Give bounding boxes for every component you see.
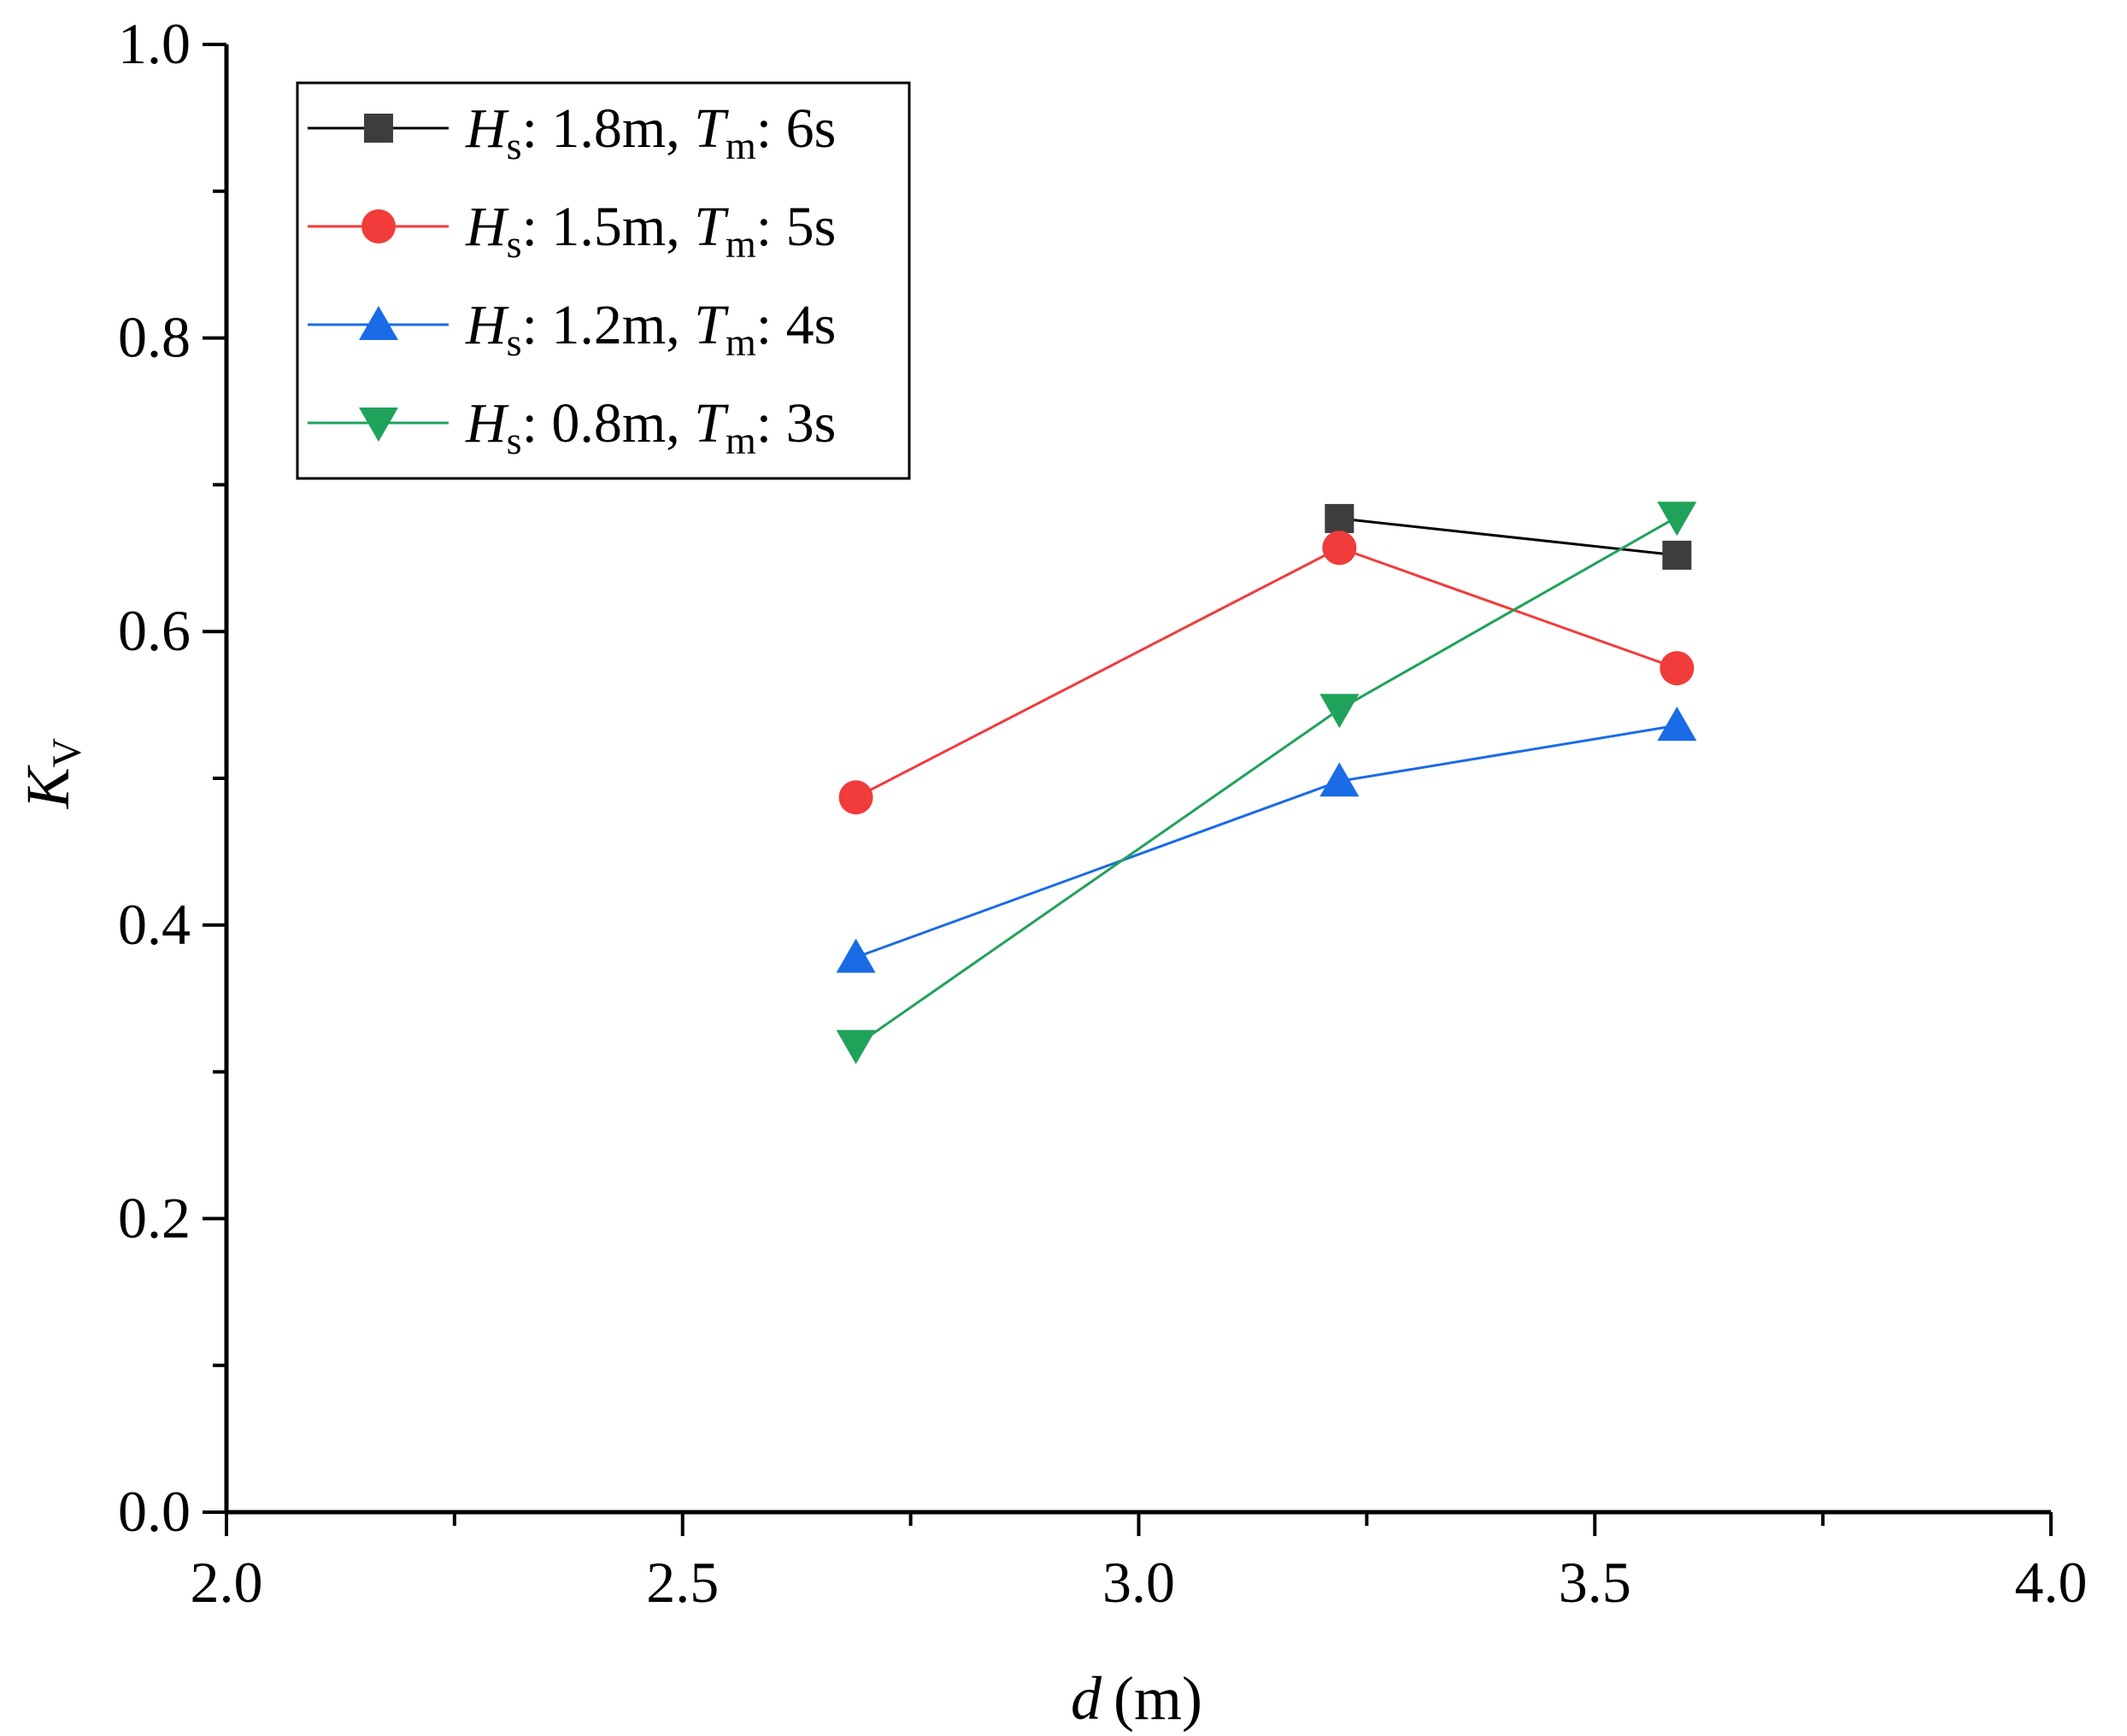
legend-label-hs-0-8: Hs: 0.8m, Tm: 3s [465,392,836,462]
data-point-hs-1-8 [1662,540,1692,570]
data-point-hs-1-2 [1319,762,1360,797]
y-tick-label: 0.6 [118,598,191,663]
y-tick-label: 1.0 [118,11,191,76]
legend-entry-hs-1-2: Hs: 1.2m, Tm: 4s [308,294,836,364]
series-hs-1-5 [838,531,1695,815]
data-point-hs-1-2 [836,938,876,973]
legend-entry-hs-0-8: Hs: 0.8m, Tm: 3s [308,392,836,462]
legend-entry-hs-1-8: Hs: 1.8m, Tm: 6s [308,97,836,167]
plot-area [836,501,1697,1064]
axes: 2.0 2.5 3.0 3.5 4.0 0.0 0.2 0.4 0.6 0.8 1.0 [118,11,2088,1615]
x-tick-label: 2.5 [646,1550,719,1615]
legend-marker-hs-0-8 [359,408,398,442]
series-hs-0-8 [836,501,1697,1064]
y-axis-subscript: V [44,737,90,767]
legend-box [296,81,911,480]
data-point-hs-1-5 [1322,531,1357,566]
data-point-hs-1-5 [838,780,873,815]
legend-marker-hs-1-8 [364,114,393,143]
data-point-hs-1-2 [1657,707,1697,742]
legend-label-hs-1-8: Hs: 1.8m, Tm: 6s [465,97,836,167]
y-tick-label: 0.4 [118,892,191,957]
x-tick-label: 2.0 [191,1550,263,1615]
x-tick-label: 4.0 [2015,1550,2088,1615]
y-tick-label: 0.2 [118,1185,191,1250]
x-tick-label: 3.5 [1559,1550,1631,1615]
axis-titles: d (m) KV [14,737,1202,1733]
legend-marker-hs-1-2 [359,306,398,340]
y-tick-label: 0.8 [118,305,191,370]
x-axis-variable: d [1071,1664,1102,1733]
legend-label-hs-1-5: Hs: 1.5m, Tm: 5s [465,196,836,266]
y-tick-label: 0.0 [118,1479,191,1544]
legend-marker-hs-1-5 [361,209,396,243]
data-point-hs-0-8 [836,1029,876,1064]
x-tick-label: 3.0 [1102,1550,1175,1615]
x-axis-title: d (m) [1071,1664,1202,1733]
y-axis-title: KV [14,737,90,809]
data-point-hs-1-5 [1660,651,1695,686]
y-axis-variable: K [14,764,82,809]
data-point-hs-0-8 [1319,694,1360,729]
data-point-hs-0-8 [1657,501,1697,537]
series-hs-1-2 [836,707,1697,973]
legend-entry-hs-1-5: Hs: 1.5m, Tm: 5s [308,196,836,266]
legend-label-hs-1-2: Hs: 1.2m, Tm: 4s [465,294,836,364]
legend: Hs: 1.8m, Tm: 6s Hs: 1.5m, Tm: 5s Hs: 1.2m… [296,81,911,480]
data-point-hs-1-8 [1325,503,1354,533]
x-axis-unit: (m) [1113,1664,1202,1733]
